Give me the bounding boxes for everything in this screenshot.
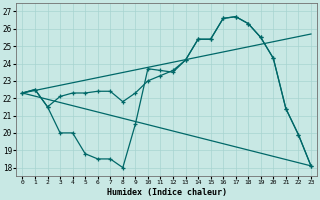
X-axis label: Humidex (Indice chaleur): Humidex (Indice chaleur) — [107, 188, 227, 197]
